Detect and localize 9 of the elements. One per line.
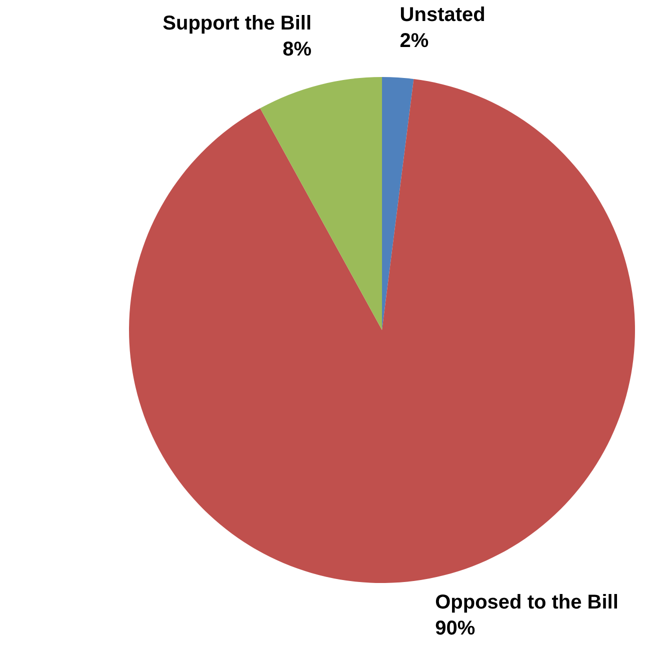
slice-label: Support the Bill <box>162 12 312 35</box>
slice-label: Unstated <box>400 4 486 26</box>
pie-slice <box>382 77 414 330</box>
data-label: 90% <box>435 617 476 640</box>
slice-label: Opposed to the Bill <box>435 591 618 614</box>
data-label: 2% <box>400 30 429 52</box>
data-label: 8% <box>282 38 312 61</box>
pie-slice <box>260 77 382 330</box>
pie-slice <box>129 78 635 583</box>
